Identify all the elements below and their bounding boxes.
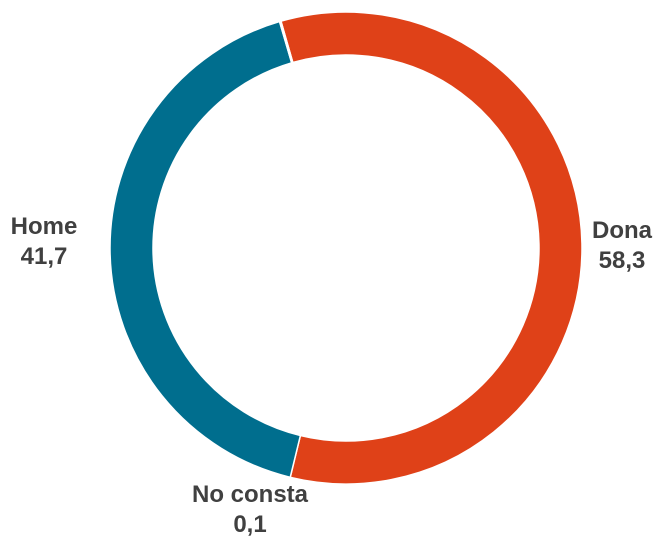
slice-label-home: Home 41,7: [2, 212, 86, 272]
slice-category-no-consta: No consta: [191, 481, 308, 508]
slice-category-home: Home: [10, 213, 78, 240]
slice-label-no-consta: No consta 0,1: [160, 480, 340, 540]
donut-slice-no-consta: [278, 20, 294, 64]
donut-slice-dona: [280, 11, 583, 485]
slice-value-no-consta: 0,1: [233, 511, 267, 538]
slice-label-dona: Dona 58,3: [580, 216, 664, 276]
slice-category-dona: Dona: [592, 217, 652, 244]
slice-value-home: 41,7: [20, 243, 68, 270]
donut-slice-home: [109, 20, 302, 479]
slice-value-dona: 58,3: [598, 247, 646, 274]
